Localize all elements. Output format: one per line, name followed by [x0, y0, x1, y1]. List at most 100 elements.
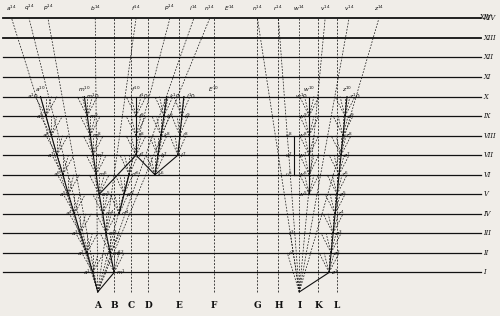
Text: $z^10$: $z^10$ — [349, 92, 360, 101]
Text: VI: VI — [484, 171, 491, 179]
Text: $m^10$: $m^10$ — [86, 92, 101, 101]
Text: C: C — [128, 301, 134, 311]
Text: $u^8$: $u^8$ — [284, 131, 293, 140]
Text: V: V — [484, 190, 488, 198]
Text: $f^{14}$: $f^{14}$ — [132, 3, 140, 13]
Text: $z^2$: $z^2$ — [333, 248, 340, 258]
Text: VIII: VIII — [484, 132, 496, 140]
Text: XII: XII — [484, 53, 494, 62]
Text: $a^4$: $a^4$ — [64, 209, 73, 218]
Text: $r^{14}$: $r^{14}$ — [274, 3, 283, 13]
Text: $m^{10}$: $m^{10}$ — [78, 85, 91, 94]
Text: $m^1$: $m^1$ — [116, 268, 126, 277]
Text: $m^6$: $m^6$ — [98, 170, 108, 179]
Text: $a^{10}$: $a^{10}$ — [35, 85, 46, 94]
Text: $u^7$: $u^7$ — [284, 150, 293, 160]
Text: $b^2$: $b^2$ — [116, 248, 124, 258]
Text: $a^5$: $a^5$ — [58, 190, 67, 199]
Text: $u^6$: $u^6$ — [284, 170, 293, 179]
Text: $v^{14}$: $v^{14}$ — [320, 3, 330, 13]
Text: $a^3$: $a^3$ — [70, 229, 79, 238]
Text: $m^9$: $m^9$ — [90, 112, 100, 121]
Text: $m^4$: $m^4$ — [104, 209, 115, 218]
Text: $a^{14}$: $a^{14}$ — [6, 3, 17, 13]
Text: $k^9$: $k^9$ — [166, 112, 174, 121]
Text: $a^2$: $a^2$ — [77, 248, 86, 258]
Text: XIII: XIII — [484, 34, 496, 42]
Text: A: A — [94, 301, 101, 311]
Text: $m^8$: $m^8$ — [92, 131, 102, 140]
Text: $l^7$: $l^7$ — [180, 150, 186, 160]
Text: IX: IX — [484, 112, 491, 120]
Text: $l^8$: $l^8$ — [182, 131, 188, 140]
Text: $a^6$: $a^6$ — [53, 170, 62, 179]
Text: $w^5$: $w^5$ — [298, 190, 308, 199]
Text: $l^9$: $l^9$ — [184, 112, 190, 121]
Text: $d^6$: $d^6$ — [130, 170, 139, 179]
Text: $m^7$: $m^7$ — [95, 150, 106, 160]
Text: $z^3$: $z^3$ — [335, 229, 342, 238]
Text: $z^9$: $z^9$ — [347, 112, 354, 121]
Text: III: III — [484, 229, 492, 237]
Text: E: E — [176, 301, 182, 311]
Text: XIV: XIV — [484, 15, 496, 22]
Text: $k^10$: $k^10$ — [169, 92, 181, 101]
Text: II: II — [484, 249, 488, 257]
Text: $k^8$: $k^8$ — [163, 131, 171, 140]
Text: I: I — [484, 269, 486, 276]
Text: $n^{14}$: $n^{14}$ — [252, 3, 263, 13]
Text: $w^{10}$: $w^{10}$ — [303, 85, 315, 94]
Text: $w^9$: $w^9$ — [298, 112, 308, 121]
Text: $m^3$: $m^3$ — [108, 229, 118, 238]
Text: $z^4$: $z^4$ — [337, 209, 345, 218]
Text: $w^{14}$: $w^{14}$ — [294, 3, 306, 13]
Text: $v^{14}$: $v^{14}$ — [344, 3, 354, 13]
Text: $m^2$: $m^2$ — [112, 248, 122, 258]
Text: $w^8$: $w^8$ — [298, 131, 308, 140]
Text: $i^2$: $i^2$ — [288, 248, 294, 258]
Text: B: B — [110, 301, 118, 311]
Text: $p^{14}$: $p^{14}$ — [42, 3, 54, 13]
Text: $f^9$: $f^9$ — [138, 112, 145, 121]
Text: $d^4$: $d^4$ — [120, 209, 129, 218]
Text: $w^7$: $w^7$ — [298, 150, 308, 160]
Text: $n^{14}$: $n^{14}$ — [204, 3, 215, 13]
Text: K: K — [314, 301, 322, 311]
Text: $z^6$: $z^6$ — [341, 170, 348, 179]
Text: $f^10$: $f^10$ — [138, 92, 148, 101]
Text: $q^{14}$: $q^{14}$ — [24, 3, 34, 13]
Text: $a^7$: $a^7$ — [48, 150, 56, 160]
Text: $a^10$: $a^10$ — [27, 92, 39, 101]
Text: IV: IV — [484, 210, 491, 218]
Text: H: H — [274, 301, 282, 311]
Text: L: L — [334, 301, 340, 311]
Text: $z^8$: $z^8$ — [345, 131, 352, 140]
Text: $a^8$: $a^8$ — [42, 131, 50, 140]
Text: $d^5$: $d^5$ — [126, 190, 134, 199]
Text: $z^5$: $z^5$ — [339, 190, 346, 199]
Text: D: D — [144, 301, 152, 311]
Text: $f^8$: $f^8$ — [138, 131, 145, 140]
Text: $l^{14}$: $l^{14}$ — [190, 3, 198, 13]
Text: X: X — [484, 93, 488, 100]
Text: $z^{14}$: $z^{14}$ — [374, 3, 384, 13]
Text: G: G — [254, 301, 262, 311]
Text: $p^{14}$: $p^{14}$ — [164, 3, 175, 13]
Text: $w^6$: $w^6$ — [298, 170, 308, 179]
Text: XIV: XIV — [480, 13, 492, 21]
Text: $z^{10}$: $z^{10}$ — [342, 85, 352, 94]
Text: $b^{14}$: $b^{14}$ — [90, 3, 101, 13]
Text: $a^9$: $a^9$ — [36, 112, 44, 121]
Text: $E^{10}$: $E^{10}$ — [208, 85, 219, 94]
Text: $k^6$: $k^6$ — [157, 170, 165, 179]
Text: XI: XI — [484, 73, 491, 81]
Text: $i^3$: $i^3$ — [288, 229, 294, 238]
Text: $l^10$: $l^10$ — [186, 92, 196, 101]
Text: $k^7$: $k^7$ — [160, 150, 168, 160]
Text: $m^5$: $m^5$ — [101, 190, 112, 199]
Text: $f^7$: $f^7$ — [138, 150, 144, 160]
Text: I: I — [297, 301, 302, 311]
Text: $z^1$: $z^1$ — [331, 268, 338, 277]
Text: F: F — [210, 301, 217, 311]
Text: $a^1$: $a^1$ — [83, 268, 92, 277]
